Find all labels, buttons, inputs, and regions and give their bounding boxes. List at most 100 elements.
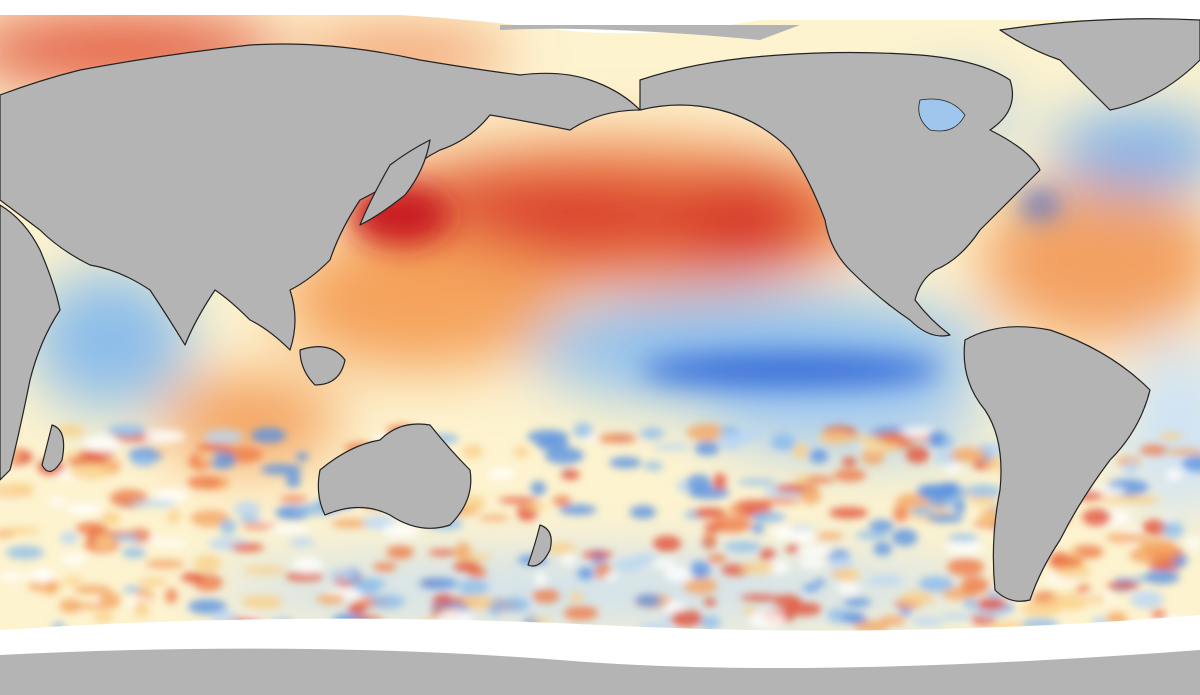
speckle bbox=[44, 581, 58, 595]
speckle bbox=[772, 525, 796, 541]
speckle bbox=[59, 598, 82, 614]
speckle bbox=[190, 509, 231, 528]
speckle bbox=[686, 474, 712, 492]
speckle bbox=[873, 542, 893, 556]
speckle bbox=[130, 455, 156, 467]
speckle bbox=[219, 518, 237, 535]
new-zealand bbox=[527, 524, 552, 567]
speckle bbox=[774, 594, 801, 607]
speckle bbox=[751, 523, 764, 534]
speckle bbox=[132, 499, 177, 508]
speckle bbox=[740, 561, 775, 575]
speckle bbox=[513, 446, 530, 458]
speckle bbox=[18, 573, 60, 580]
speckle bbox=[892, 505, 909, 523]
speckle bbox=[1132, 575, 1148, 583]
speckle bbox=[73, 585, 112, 595]
speckle bbox=[640, 427, 665, 440]
speckle bbox=[724, 541, 762, 553]
speckle bbox=[60, 553, 87, 565]
speckle bbox=[251, 427, 287, 444]
speckle bbox=[813, 579, 827, 586]
speckle bbox=[501, 597, 530, 612]
madagascar bbox=[41, 424, 65, 472]
speckle bbox=[976, 597, 1007, 611]
speckle bbox=[854, 620, 889, 634]
speckle bbox=[702, 532, 717, 550]
speckle bbox=[703, 597, 717, 607]
speckle bbox=[800, 486, 822, 505]
speckle bbox=[155, 540, 189, 548]
speckle bbox=[454, 542, 472, 560]
speckle bbox=[165, 588, 178, 604]
speckle bbox=[828, 507, 869, 519]
speckle bbox=[560, 469, 581, 480]
speckle bbox=[643, 461, 663, 471]
speckle bbox=[559, 504, 597, 516]
speckle bbox=[664, 567, 698, 582]
cool-anomaly bbox=[30, 270, 190, 410]
speckle bbox=[1049, 556, 1084, 569]
speckle bbox=[292, 557, 323, 574]
speckle bbox=[1182, 455, 1200, 472]
speckle bbox=[233, 501, 261, 517]
speckle bbox=[93, 611, 114, 623]
speckle bbox=[911, 506, 934, 517]
speckle bbox=[653, 443, 690, 451]
borneo bbox=[299, 346, 346, 386]
speckle bbox=[869, 519, 895, 532]
australia bbox=[317, 423, 472, 529]
speckle bbox=[879, 615, 906, 626]
speckle bbox=[1165, 469, 1183, 481]
speckle bbox=[48, 497, 66, 507]
speckle bbox=[577, 567, 595, 580]
speckle bbox=[75, 521, 107, 535]
speckle bbox=[758, 497, 801, 505]
speckle bbox=[743, 606, 757, 616]
speckle bbox=[180, 572, 205, 583]
speckle bbox=[316, 593, 346, 605]
speckle bbox=[867, 575, 904, 586]
hudson-bay bbox=[918, 98, 966, 132]
africa bbox=[0, 204, 61, 481]
speckle bbox=[267, 524, 311, 534]
antarctica bbox=[0, 648, 1200, 695]
speckle bbox=[1158, 432, 1183, 441]
speckle bbox=[1105, 532, 1148, 544]
speckle bbox=[524, 502, 548, 511]
speckle bbox=[977, 514, 998, 524]
speckle bbox=[899, 591, 935, 606]
speckle bbox=[100, 511, 121, 526]
speckle bbox=[1123, 460, 1139, 476]
speckle bbox=[1150, 609, 1167, 621]
speckle bbox=[0, 527, 41, 535]
land bbox=[0, 18, 1200, 602]
speckle bbox=[737, 479, 777, 486]
speckle bbox=[1143, 569, 1180, 585]
speckle bbox=[802, 584, 820, 592]
speckle bbox=[1086, 594, 1106, 604]
speckle bbox=[155, 446, 170, 455]
speckle bbox=[0, 571, 22, 581]
speckle bbox=[1187, 536, 1200, 551]
speckle bbox=[670, 610, 703, 627]
speckle bbox=[941, 613, 973, 621]
speckle bbox=[386, 545, 414, 560]
speckle bbox=[260, 464, 303, 475]
speckle bbox=[241, 595, 283, 610]
speckle bbox=[635, 594, 662, 607]
speckle bbox=[1106, 582, 1141, 591]
speckle bbox=[532, 589, 560, 604]
speckle bbox=[573, 422, 593, 438]
speckle bbox=[154, 488, 189, 503]
speckle bbox=[652, 535, 682, 552]
speckle bbox=[1129, 590, 1164, 609]
cool-anomaly bbox=[1050, 110, 1200, 190]
warm-anomaly bbox=[160, 375, 340, 465]
speckle bbox=[68, 462, 112, 480]
speckle bbox=[1075, 584, 1091, 594]
speckle bbox=[581, 551, 614, 559]
speckle bbox=[193, 554, 222, 573]
speckle bbox=[1082, 508, 1112, 526]
speckle bbox=[350, 577, 387, 590]
